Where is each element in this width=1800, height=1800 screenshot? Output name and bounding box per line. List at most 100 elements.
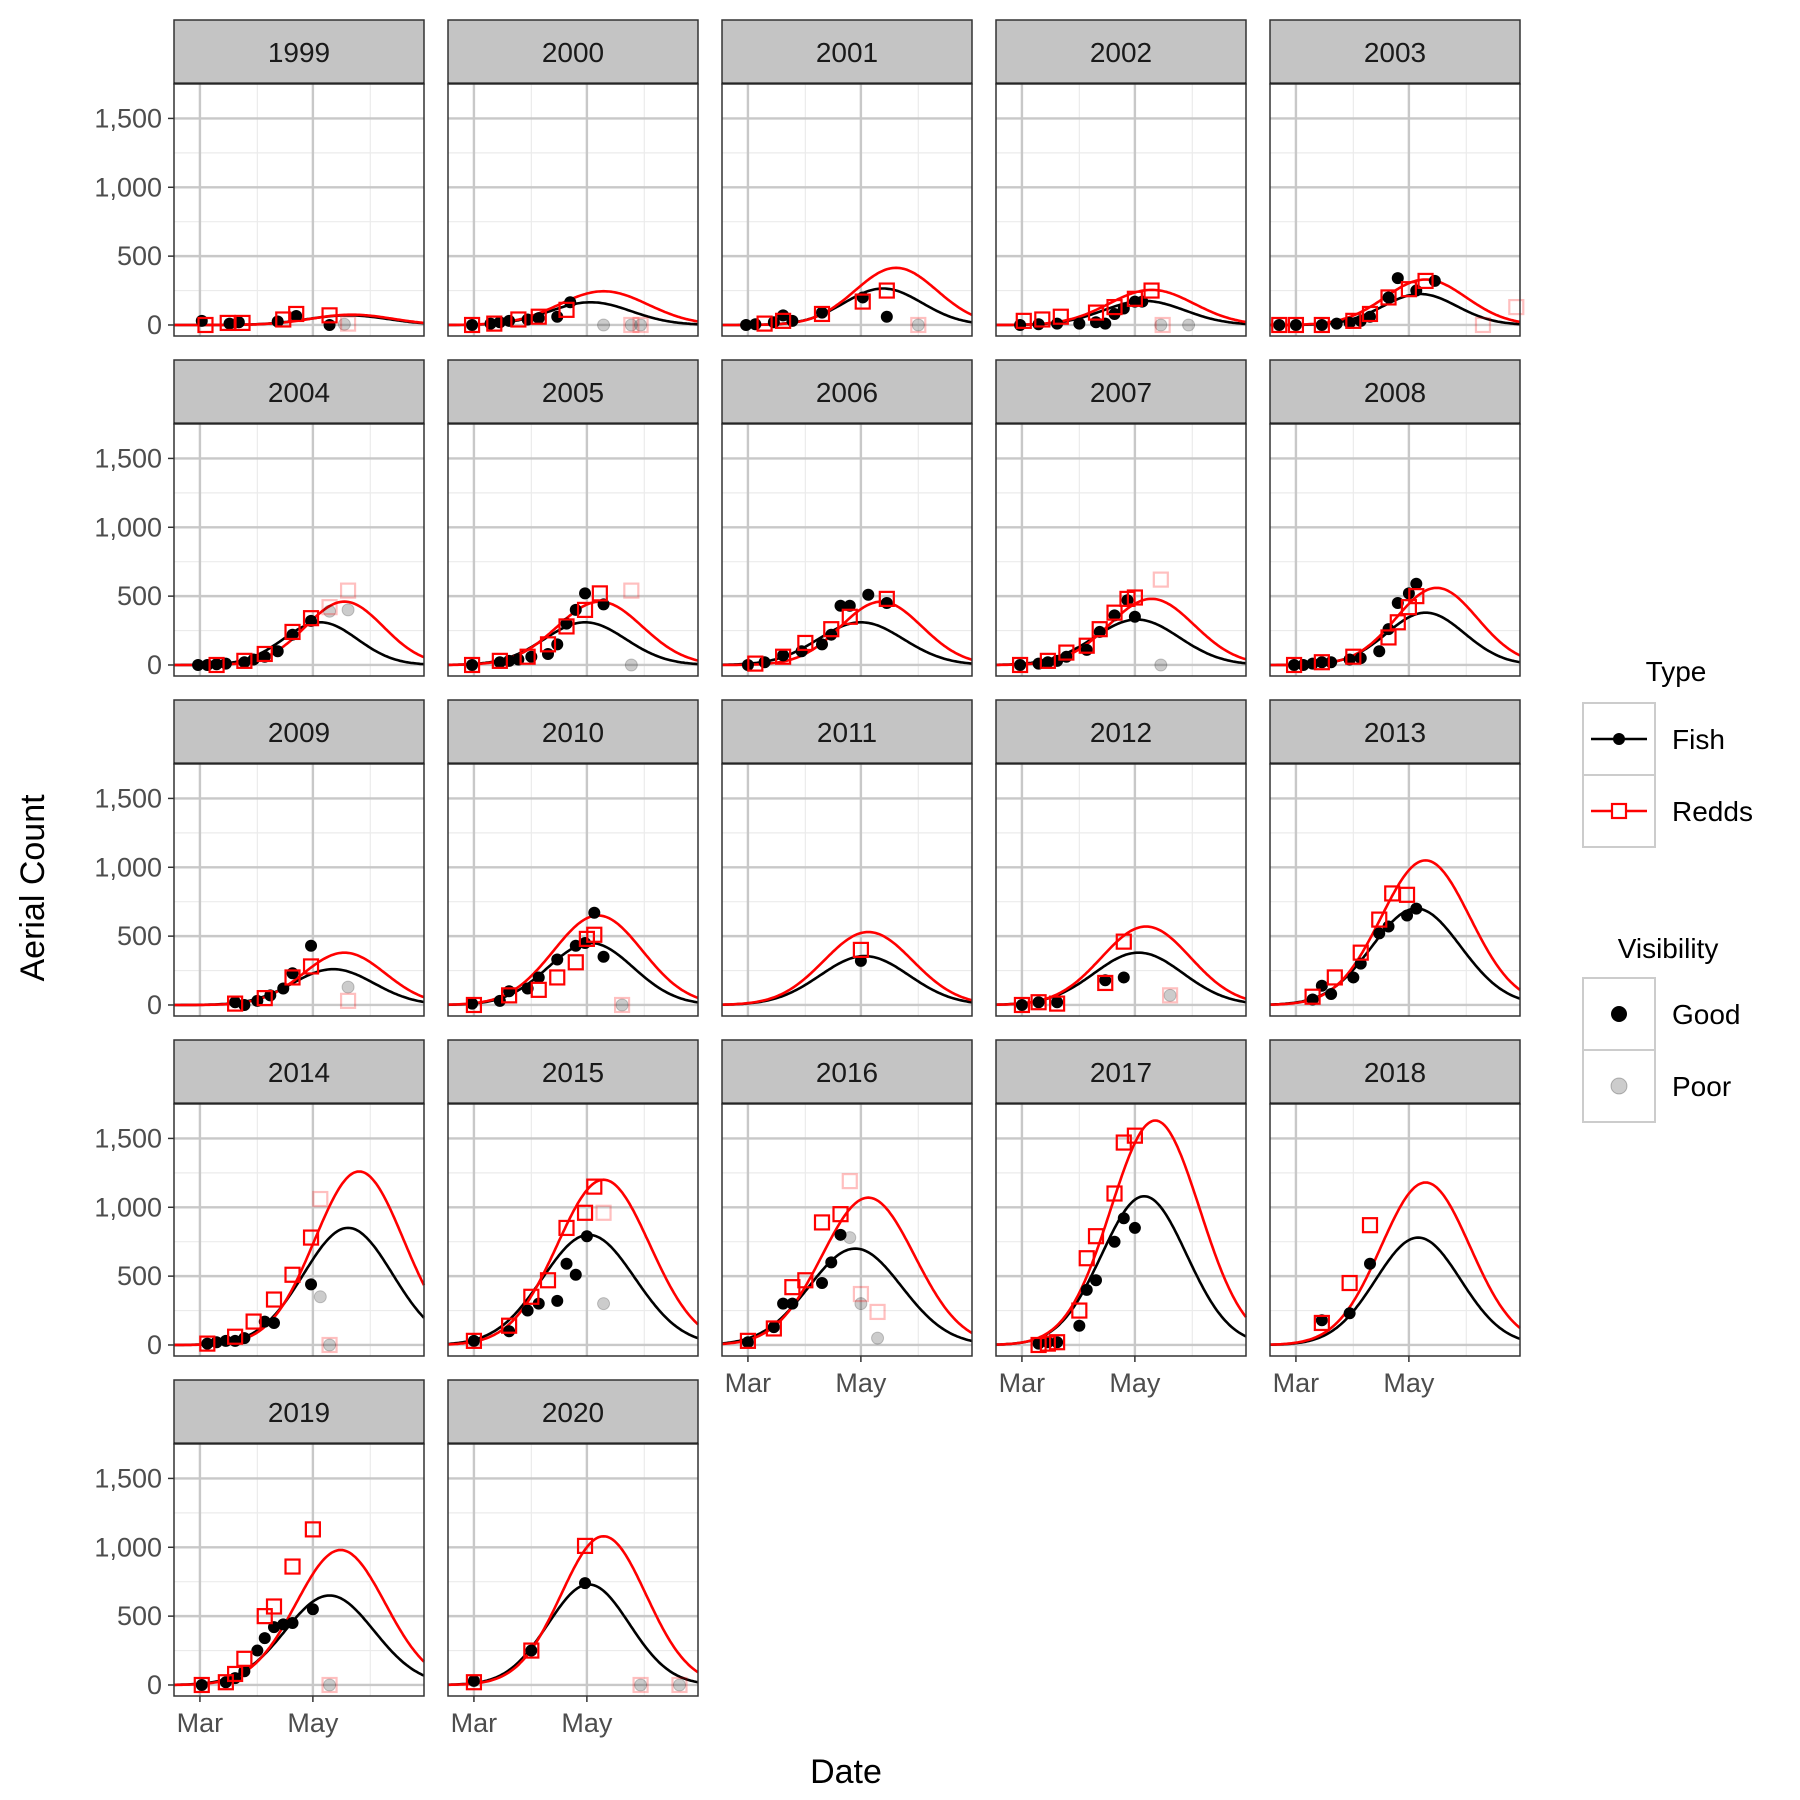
x-tick-label: Mar <box>1273 1368 1320 1398</box>
fish-point <box>493 316 506 329</box>
fish-point <box>1364 1257 1376 1270</box>
fish-point <box>1128 610 1141 623</box>
fish-point <box>532 312 545 325</box>
y-tick-label: 1,000 <box>94 1192 162 1222</box>
redds-point <box>613 996 631 1014</box>
redds-point <box>1030 994 1047 1011</box>
fish-point <box>1315 1314 1328 1327</box>
redds-point <box>265 1291 283 1308</box>
facet-strip <box>721 699 973 765</box>
y-tick-label: 0 <box>147 650 162 680</box>
redds-point <box>549 969 566 986</box>
redds-point <box>501 987 518 1004</box>
panel-border <box>1269 83 1521 337</box>
facet-strip-label: 2009 <box>268 717 330 748</box>
fish-point <box>1410 577 1423 590</box>
fish-point <box>834 1228 847 1241</box>
redds-point <box>227 1665 244 1683</box>
fish-point <box>323 318 336 331</box>
fish-point <box>466 318 479 331</box>
redds-point <box>1152 571 1169 588</box>
fish-point <box>569 1268 582 1281</box>
redds-point <box>576 601 594 619</box>
fish-point <box>1080 643 1093 656</box>
fish-point <box>767 1321 780 1334</box>
fish-point <box>1073 317 1086 330</box>
fish-point <box>1330 317 1343 330</box>
redds-point <box>1326 969 1343 986</box>
facet-strip-label: 2008 <box>1364 377 1426 408</box>
fish-point <box>341 603 355 617</box>
fish-point <box>223 317 236 330</box>
redds-point <box>312 1190 329 1208</box>
facet-strip <box>173 359 425 425</box>
redds-point <box>1417 272 1434 290</box>
fish-point <box>777 649 790 662</box>
fish-point <box>219 657 232 670</box>
redds-point <box>1078 637 1095 654</box>
redds-point <box>797 634 814 652</box>
fish-point <box>1373 927 1386 940</box>
redds-point <box>841 608 858 625</box>
redds-point <box>1143 282 1160 299</box>
fish-point <box>786 314 799 327</box>
facet-strip <box>721 1039 973 1105</box>
facet-strip-label: 2011 <box>817 717 877 748</box>
fish-point <box>525 1644 538 1657</box>
fish-point <box>195 1678 208 1691</box>
redds-point <box>321 307 338 324</box>
redds-point <box>739 1332 757 1349</box>
facet-2002: 2002 <box>995 19 1247 337</box>
facet-strip <box>447 1039 699 1105</box>
redds-point <box>1285 656 1303 674</box>
fish-point <box>1128 1221 1141 1234</box>
redds-point <box>491 652 508 669</box>
fish-point <box>229 996 242 1009</box>
fish-point <box>749 318 762 331</box>
redds-point <box>217 1674 234 1691</box>
panel-border <box>721 83 973 337</box>
facet-strip-label: 1999 <box>268 37 330 68</box>
redds-point <box>586 926 603 943</box>
fish-point <box>786 1297 799 1310</box>
facet-2015: 2015 <box>447 1039 699 1357</box>
fish-point <box>313 1290 327 1304</box>
redds-point <box>869 1303 886 1321</box>
redds-point <box>1015 312 1032 329</box>
legend: Type Fish Redds Visibility Good Poor <box>1582 656 1753 1123</box>
redds-point <box>284 969 301 986</box>
redds-point <box>523 1288 540 1305</box>
fish-point <box>741 1336 754 1349</box>
fish-point <box>1391 597 1404 610</box>
redds-point <box>1126 1127 1143 1144</box>
y-tick-label: 500 <box>117 1601 162 1631</box>
redds-point <box>1508 298 1525 316</box>
x-tick-label: Mar <box>999 1368 1046 1398</box>
redds-point <box>465 1674 483 1691</box>
redds-point <box>486 315 503 332</box>
fish-point <box>624 658 638 672</box>
fish-point <box>1041 656 1054 669</box>
redds-point <box>284 1558 301 1575</box>
facet-strip-label: 2019 <box>268 1397 330 1428</box>
redds-point <box>1313 1314 1330 1332</box>
y-tick-label: 1,500 <box>94 783 162 813</box>
fish-point <box>277 1618 290 1631</box>
fish-point <box>880 310 893 323</box>
fish-point <box>597 950 610 963</box>
redds-point <box>632 1676 649 1694</box>
panel-background <box>448 764 698 1016</box>
legend-key-poor-box <box>1582 1049 1656 1123</box>
fish-point <box>580 1230 593 1243</box>
fish-point <box>264 989 277 1002</box>
fish-point <box>467 1334 480 1347</box>
redds-point <box>1039 652 1056 669</box>
fish-point <box>521 982 534 995</box>
facet-2016: 2016 Mar May <box>721 1039 973 1398</box>
redds-point <box>1304 988 1321 1005</box>
facet-strip-label: 2013 <box>1364 717 1426 748</box>
panel-border <box>447 423 699 677</box>
redds-point <box>910 316 927 334</box>
redds-point <box>302 610 320 627</box>
fish-point <box>290 310 303 323</box>
